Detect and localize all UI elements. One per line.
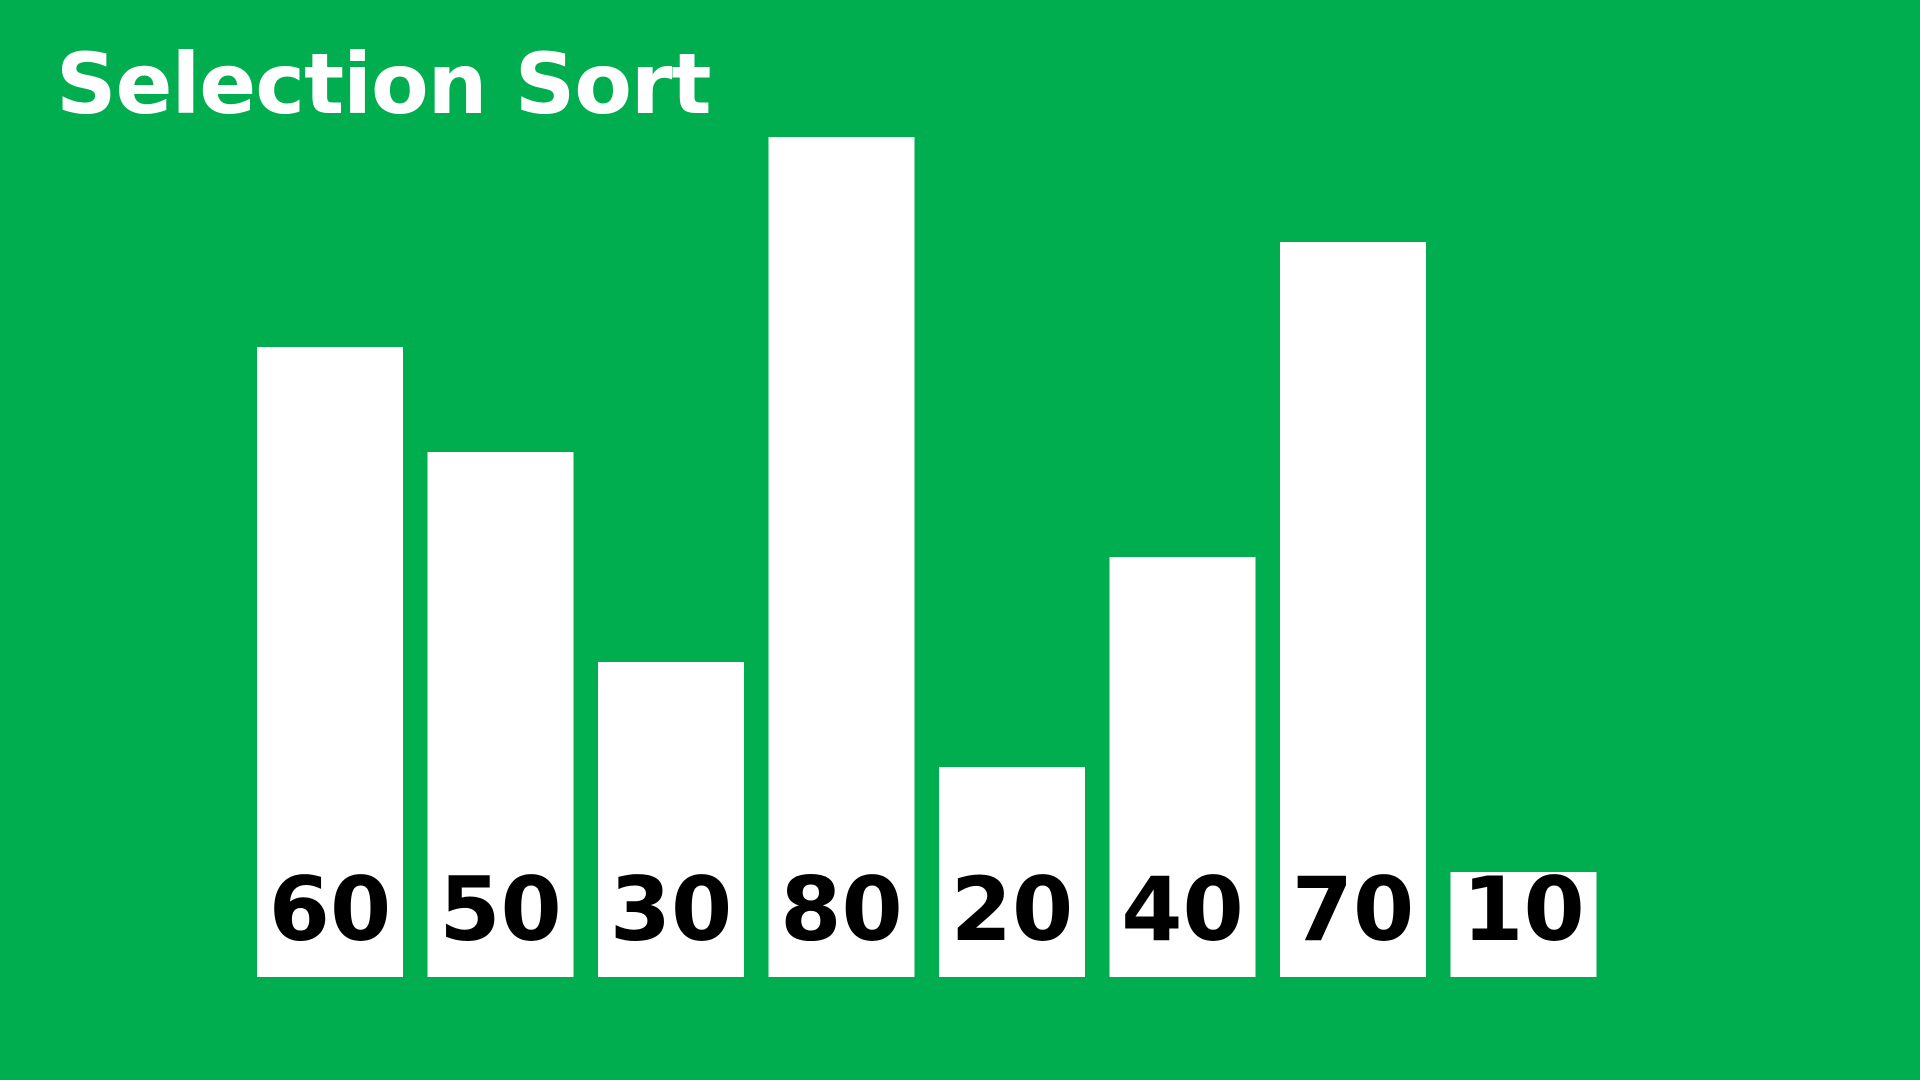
bar-rect — [257, 347, 403, 977]
bar-value-label: 80 — [780, 858, 902, 961]
bar-5: 40 — [1109, 557, 1256, 977]
chart-title: Selection Sort — [56, 35, 712, 133]
bar-1: 50 — [427, 452, 574, 977]
bar-value-label: 10 — [1462, 858, 1584, 961]
bar-value-label: 40 — [1121, 858, 1243, 961]
bar-value-label: 50 — [439, 858, 561, 961]
bar-6: 70 — [1280, 242, 1426, 977]
bar-7: 10 — [1450, 858, 1597, 977]
bar-value-label: 30 — [610, 858, 732, 961]
bar-rect — [1280, 242, 1426, 977]
bar-rect — [598, 662, 744, 977]
bar-rect — [1450, 872, 1597, 977]
bar-value-label: 70 — [1292, 858, 1414, 961]
bar-rect — [1109, 557, 1256, 977]
bar-rect — [939, 767, 1085, 977]
bar-4: 20 — [939, 767, 1085, 977]
bar-value-label: 60 — [269, 858, 391, 961]
bar-2: 30 — [598, 662, 744, 977]
bar-rect — [427, 452, 574, 977]
bar-value-label: 20 — [951, 858, 1073, 961]
bar-rect — [768, 137, 915, 977]
bar-3: 80 — [768, 137, 915, 977]
bar-0: 60 — [257, 347, 403, 977]
